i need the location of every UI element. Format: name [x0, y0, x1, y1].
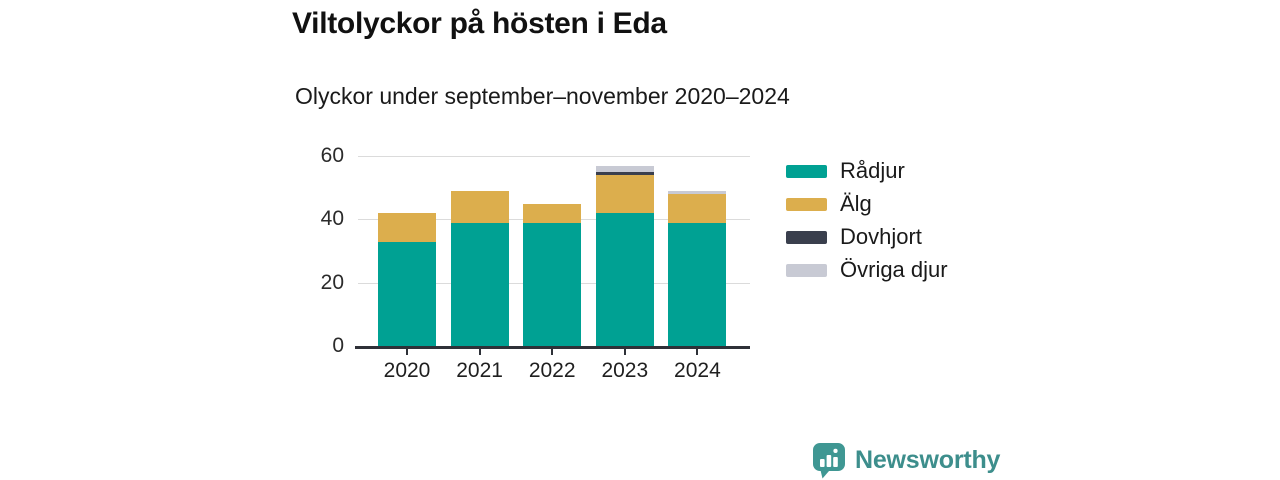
- bar-segment: [523, 222, 582, 346]
- bar-segment: [595, 213, 654, 346]
- bar-segment: [378, 241, 436, 346]
- x-tick-label: 2024: [674, 359, 721, 382]
- legend-label: Övriga djur: [840, 257, 948, 282]
- x-tick-mark: [551, 349, 554, 355]
- x-tick-mark: [406, 349, 408, 355]
- legend-swatch-icon: [786, 197, 827, 211]
- bar-segment: [450, 222, 509, 346]
- bar-2024: [668, 190, 727, 346]
- x-axis: 2020 2021 2022 2023 2024: [358, 349, 750, 389]
- legend-swatch-icon: [786, 164, 827, 178]
- bar-segment: [668, 190, 727, 194]
- bar-segment: [595, 165, 654, 172]
- bar-segment: [450, 190, 509, 223]
- legend-item: Älg: [786, 192, 948, 216]
- legend: Rådjur Älg Dovhjort Övriga djur: [786, 159, 948, 282]
- x-tick-label: 2022: [528, 359, 576, 382]
- page-title: Viltolyckor på hösten i Eda: [292, 7, 667, 40]
- bar-segment: [668, 222, 727, 346]
- x-tick-mark: [696, 349, 699, 355]
- bar-segment: [668, 194, 727, 223]
- plot-area: [355, 156, 750, 349]
- gridline: [358, 156, 750, 157]
- y-tick-label: 60: [320, 144, 344, 167]
- legend-item: Övriga djur: [786, 258, 948, 282]
- x-tick-label: 2020: [383, 359, 431, 382]
- x-axis-line: [355, 346, 750, 349]
- bar-2023: [595, 165, 654, 346]
- legend-label: Rådjur: [840, 158, 905, 183]
- legend-swatch-icon: [786, 230, 827, 244]
- y-tick-label: 20: [320, 270, 344, 294]
- bar-segment: [523, 203, 582, 223]
- y-tick-label: 0: [332, 334, 344, 357]
- page-subtitle: Olyckor under september–november 2020–20…: [295, 83, 790, 109]
- y-axis-labels: 0 20 40 60: [296, 144, 344, 357]
- legend-swatch-icon: [786, 263, 827, 277]
- legend-item: Dovhjort: [786, 225, 948, 249]
- x-tick-mark: [623, 349, 626, 355]
- bar-segment: [378, 213, 436, 242]
- bar-2022: [523, 203, 582, 346]
- bar-segment: [595, 175, 654, 213]
- bar-2021: [450, 190, 509, 346]
- brand-name: Newsworthy: [855, 446, 1001, 474]
- legend-label: Dovhjort: [840, 224, 922, 249]
- brand-footer: Newsworthy: [812, 442, 1000, 479]
- x-tick-mark: [478, 349, 481, 355]
- legend-label: Älg: [840, 191, 872, 216]
- x-tick-label: 2021: [456, 359, 503, 382]
- legend-item: Rådjur: [786, 159, 948, 183]
- bar-segment: [595, 171, 654, 175]
- y-tick-label: 40: [320, 207, 344, 231]
- bar-2020: [378, 213, 436, 346]
- newsworthy-logo-icon: [813, 443, 845, 479]
- x-tick-label: 2023: [601, 359, 649, 382]
